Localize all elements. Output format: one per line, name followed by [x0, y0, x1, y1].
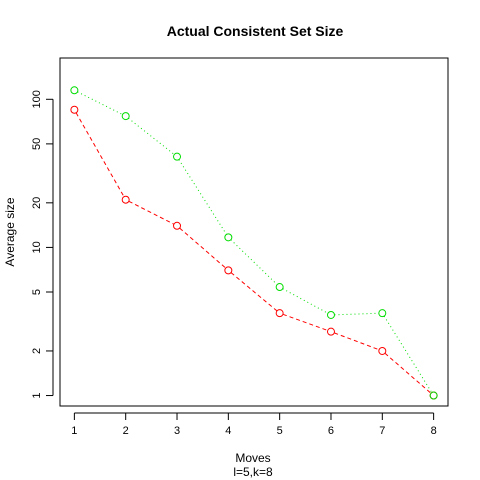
data-point	[121, 195, 130, 204]
series-line-segment	[282, 313, 328, 331]
chart-title: Actual Consistent Set Size	[167, 23, 344, 39]
data-point	[326, 327, 335, 336]
data-point	[275, 309, 284, 318]
data-point	[378, 309, 387, 318]
x-tick-label: 6	[328, 425, 334, 437]
series-line-segment	[230, 272, 278, 312]
data-point	[70, 86, 79, 95]
y-tick-label: 20	[31, 197, 43, 209]
series-line-segment	[334, 332, 380, 351]
series-line-segment	[383, 315, 433, 393]
series-line-segment	[230, 239, 278, 285]
series-line-segment	[128, 117, 175, 155]
y-tick-label: 5	[31, 289, 43, 295]
data-point	[429, 391, 438, 400]
x-tick-label: 2	[123, 425, 129, 437]
data-point	[173, 221, 182, 230]
data-point	[121, 112, 130, 121]
plot-frame	[59, 57, 449, 407]
series-1	[70, 105, 438, 400]
y-tick-label: 100	[31, 90, 43, 108]
y-tick-label: 2	[31, 348, 43, 354]
x-tick-label: 1	[71, 425, 77, 437]
x-tick-label: 8	[431, 425, 437, 437]
data-point	[378, 346, 387, 355]
y-axis: 1 2 5 10 20 50 100	[31, 90, 54, 399]
x-tick-label: 4	[225, 425, 231, 437]
x-axis-sublabel: l=5,k=8	[233, 465, 273, 479]
y-tick-label: 10	[31, 241, 43, 253]
series-line-segment	[128, 200, 175, 225]
series-layer	[70, 86, 438, 400]
data-point	[224, 266, 233, 275]
series-line-segment	[282, 288, 329, 314]
x-axis-label: Moves	[235, 451, 270, 465]
data-point	[275, 283, 284, 292]
series-line-segment	[384, 352, 432, 394]
data-point	[173, 152, 182, 161]
data-point	[224, 233, 233, 242]
x-tick-label: 3	[174, 425, 180, 437]
x-tick-label: 5	[277, 425, 283, 437]
series-line-segment	[334, 312, 379, 316]
series-line-segment	[77, 91, 123, 115]
data-point	[70, 105, 79, 114]
x-axis: 1 2 3 4 5 6 7 8	[71, 412, 437, 437]
series-2	[70, 86, 438, 400]
series-line-segment	[75, 112, 125, 197]
y-tick-label: 50	[31, 138, 43, 150]
y-tick-label: 1	[31, 392, 43, 398]
series-line-segment	[179, 227, 227, 269]
series-line-segment	[178, 159, 227, 235]
x-tick-label: 7	[379, 425, 385, 437]
y-axis-label: Average size	[3, 197, 17, 266]
data-point	[326, 310, 335, 319]
